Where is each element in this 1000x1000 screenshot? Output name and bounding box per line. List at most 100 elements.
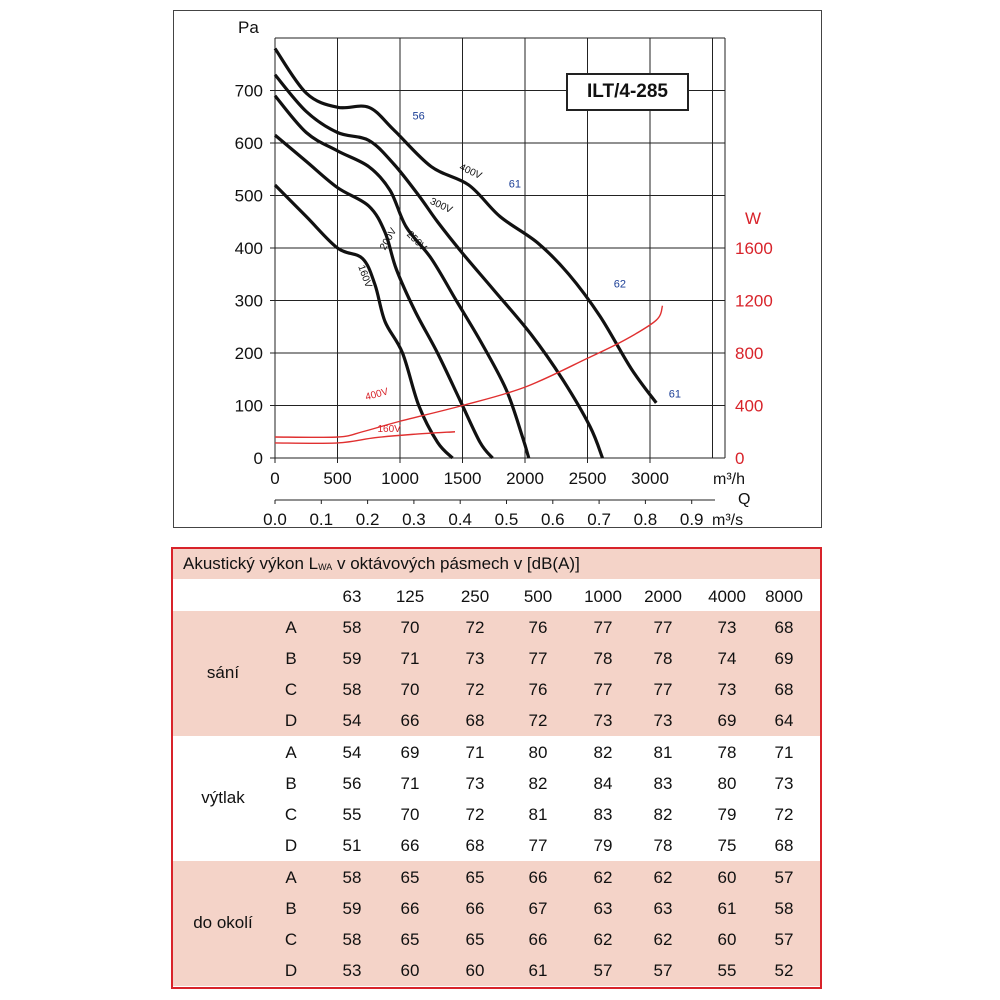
table-cell: 75 [717, 836, 737, 855]
table-title-pre: Akustický výkon L [183, 554, 319, 573]
table-cell: 73 [653, 711, 673, 730]
x-bottom-tick-label: 0.3 [402, 510, 426, 529]
group-label: sání [206, 663, 240, 682]
table-cell: 72 [465, 805, 485, 824]
y-left-tick-label: 0 [254, 449, 263, 468]
curve-voltage-label: 160V [355, 264, 373, 290]
table-cell: 71 [400, 774, 420, 793]
table-cell: 82 [653, 805, 673, 824]
group-band-2: výtlak A 54 69 71 80 82 81 78 71 B 56 71 73 82 84 83 80 73… [173, 736, 820, 861]
table-cell: 73 [774, 774, 794, 793]
table-cell: 60 [717, 930, 737, 949]
table-cell: 68 [774, 618, 794, 637]
y-left-tick-label: 100 [235, 397, 263, 416]
x-bottom-tick-label: 0.5 [495, 510, 519, 529]
power-curve-400V [274, 305, 664, 439]
table-cell: 82 [593, 743, 613, 762]
table-cell: 71 [400, 649, 420, 668]
x-bottom-unit: m³/s [712, 512, 743, 529]
table-cell: 81 [528, 805, 548, 824]
table-cell: 62 [593, 868, 613, 887]
row-letter: A [285, 618, 297, 637]
noise-level-label: 62 [614, 278, 626, 290]
table-cell: 73 [465, 774, 485, 793]
table-cell: 66 [465, 899, 485, 918]
y-left-tick-label: 700 [235, 82, 263, 101]
x-label: Q [738, 491, 750, 508]
table-cell: 66 [400, 836, 420, 855]
frequency-header: 125 [395, 587, 425, 606]
table-cell: 60 [717, 868, 737, 887]
y-left-unit: Pa [238, 18, 259, 37]
y-left-tick-label: 500 [235, 187, 263, 206]
table-cell: 54 [342, 711, 362, 730]
table-cell: 65 [400, 930, 420, 949]
table-cell: 73 [593, 711, 613, 730]
table-cell: 73 [465, 649, 485, 668]
row-letter: D [284, 961, 298, 980]
x-bottom-tick-label: 0.0 [263, 510, 287, 529]
table-cell: 72 [774, 805, 794, 824]
pressure-curve-250V [273, 94, 531, 459]
curve-voltage-label: 160V [378, 424, 402, 435]
x-top-tick-label: 2000 [506, 469, 544, 488]
noise-level-label: 61 [509, 179, 521, 191]
noise-level-label: 56 [413, 110, 425, 122]
table-cell: 61 [717, 899, 737, 918]
x-top-tick-label: 500 [323, 469, 351, 488]
y-right-unit: W [745, 209, 761, 228]
table-cell: 70 [400, 680, 420, 699]
fan-performance-chart: 0 100 200 300 400 500 600 700 Pa 0 400 800 1200 1600 W… [235, 18, 773, 529]
y-right-tick-label: 1200 [735, 292, 773, 311]
row-letter: A [285, 743, 297, 762]
x-bottom-tick-label: 0.8 [634, 510, 658, 529]
acoustic-power-table: Akustický výkon LWA v oktávových pásmech… [171, 547, 822, 989]
table-cell: 57 [653, 961, 673, 980]
table-cell: 63 [653, 899, 673, 918]
table-cell: 77 [593, 680, 613, 699]
table-cell: 55 [342, 805, 362, 824]
table-cell: 76 [528, 680, 548, 699]
group-band-3: do okolí A 58 65 65 66 62 62 60 57 B 59 66 66 67 63 63 61… [173, 861, 820, 986]
row-letter: B [285, 774, 297, 793]
table-cell: 62 [653, 930, 673, 949]
x-bottom-tick-label: 0.4 [448, 510, 472, 529]
table-cell: 57 [593, 961, 613, 980]
y-right-tick-label: 1600 [735, 239, 773, 258]
table-cell: 64 [774, 711, 794, 730]
frequency-header: 500 [523, 587, 553, 606]
power-curve-160V [274, 431, 456, 444]
table-cell: 68 [774, 680, 794, 699]
x-bottom-tick-label: 0.7 [587, 510, 611, 529]
table-cell: 57 [774, 868, 794, 887]
table-title-post: v oktávových pásmech v [dB(A)] [332, 554, 580, 573]
table-cell: 80 [717, 774, 737, 793]
table-cell: 67 [528, 899, 548, 918]
x-top-tick-label: 3000 [631, 469, 669, 488]
table-title: Akustický výkon LWA v oktávových pásmech… [173, 549, 820, 579]
curve-voltage-label: 400V [364, 386, 390, 403]
table-cell: 63 [593, 899, 613, 918]
table-cell: 74 [717, 649, 737, 668]
chart-frame [173, 10, 822, 528]
table-cell: 72 [528, 711, 548, 730]
table-cell: 58 [342, 868, 362, 887]
table-cell: 56 [342, 774, 362, 793]
table-cell: 71 [465, 743, 485, 762]
frequency-header: 1000 [584, 587, 622, 606]
table-cell: 72 [465, 618, 485, 637]
y-left-tick-label: 200 [235, 344, 263, 363]
table-cell: 78 [717, 743, 737, 762]
row-letter: B [285, 899, 297, 918]
table-cell: 79 [717, 805, 737, 824]
table-cell: 77 [528, 649, 548, 668]
table-cell: 55 [717, 961, 737, 980]
frequency-header: 4000 [708, 587, 746, 606]
y-left-tick-label: 400 [235, 239, 263, 258]
table-cell: 65 [465, 930, 485, 949]
table-cell: 70 [400, 805, 420, 824]
table-cell: 58 [342, 680, 362, 699]
x-bottom-tick-label: 0.1 [309, 510, 333, 529]
table-cell: 71 [774, 743, 794, 762]
pressure-curve-160V [273, 183, 454, 460]
